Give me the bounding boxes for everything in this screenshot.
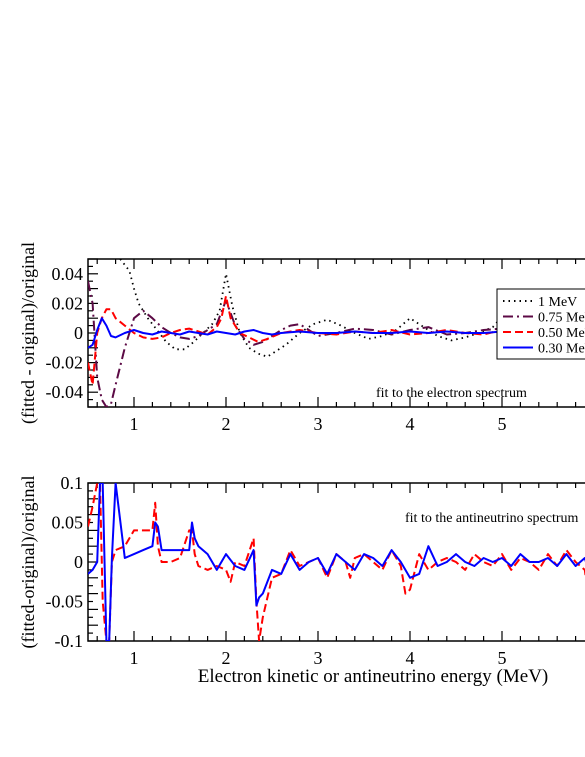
y-tick-label: -0.1 xyxy=(55,631,84,651)
x-tick-label: 4 xyxy=(406,648,415,668)
y-tick-label: 0 xyxy=(74,323,83,343)
legend-entry: 1 MeV xyxy=(538,295,577,310)
legend-entry: 0.30 MeV xyxy=(538,342,585,357)
y-tick-label: 0.04 xyxy=(52,264,84,284)
x-tick-label: 3 xyxy=(314,648,323,668)
y-tick-label: -0.04 xyxy=(46,382,84,402)
y-axis-label: (fitted - original)/original xyxy=(18,242,39,424)
x-tick-label: 4 xyxy=(406,414,415,434)
panel-annotation: fit to the antineutrino spectrum xyxy=(405,511,579,526)
series-line-0-30-mev xyxy=(88,483,585,641)
x-tick-label: 2 xyxy=(222,648,231,668)
y-tick-label: -0.05 xyxy=(46,592,84,612)
x-tick-label: 1 xyxy=(130,414,139,434)
x-tick-label: 1 xyxy=(130,648,139,668)
antineutrino-fit-panel: 1234560.10.050-0.05-0.1(fitted-original)… xyxy=(18,473,585,668)
x-axis-label: Electron kinetic or antineutrino energy … xyxy=(198,666,549,687)
x-tick-label: 5 xyxy=(498,414,507,434)
x-tick-label: 5 xyxy=(498,648,507,668)
legend-entry: 0.75 MeV xyxy=(538,311,585,326)
x-tick-label: 3 xyxy=(314,414,323,434)
panel-annotation: fit to the electron spectrum xyxy=(376,386,527,401)
y-tick-label: 0.1 xyxy=(61,473,84,493)
y-tick-label: 0.02 xyxy=(52,293,84,313)
series-line-0-50-mev xyxy=(88,483,585,641)
y-tick-label: 0.05 xyxy=(52,513,84,533)
y-tick-label: 0 xyxy=(74,552,83,572)
x-tick-label: 2 xyxy=(222,414,231,434)
electron-fit-panel: 1234560.040.020-0.02-0.04(fitted - origi… xyxy=(18,242,585,434)
y-axis-label: (fitted-original)/original xyxy=(18,476,39,649)
y-tick-label: -0.02 xyxy=(46,353,84,373)
legend-entry: 0.50 MeV xyxy=(538,326,585,341)
